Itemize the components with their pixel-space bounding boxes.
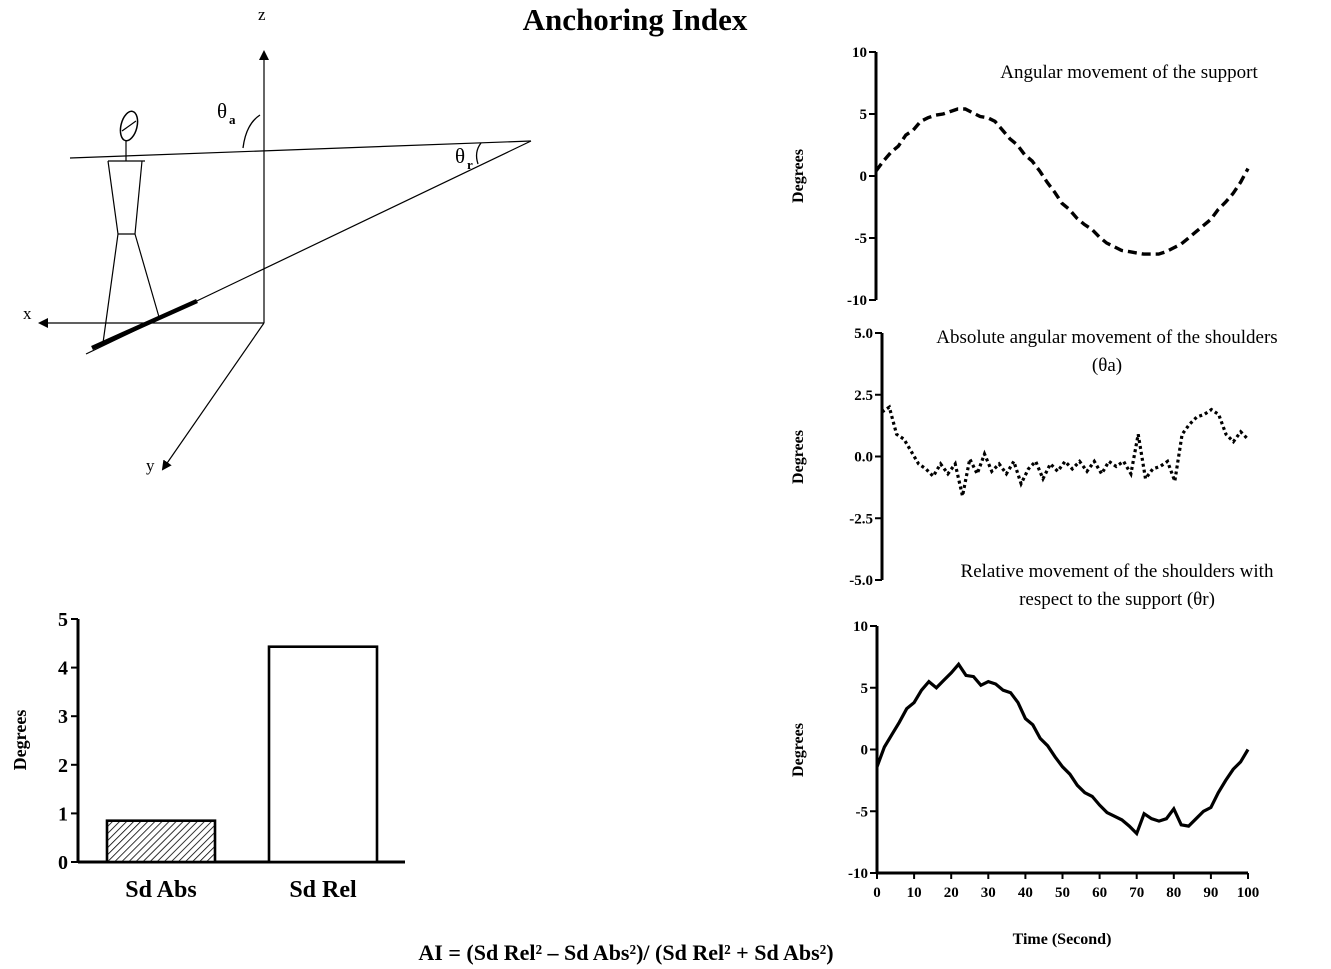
relative-series-line: [875, 661, 1250, 837]
theta-r-subscript: r: [467, 157, 473, 172]
support-chart-ylabel: Degrees: [790, 149, 807, 203]
z-axis-label: z: [258, 5, 266, 24]
theta-a-arc: [242, 114, 261, 149]
relative-chart-ylabel: Degrees: [790, 723, 807, 777]
relative-xtick-label: 70: [1129, 885, 1144, 901]
support-chart: Angular movement of the support 10 5 0 -5 -1…: [790, 45, 1258, 309]
bar-ytick-label: 5: [58, 609, 68, 631]
bar-ytick-label: 3: [58, 706, 68, 728]
bar-sd-rel: [267, 645, 379, 864]
support-ytick-label: 0: [860, 169, 868, 185]
relative-ytick-label: -10: [848, 866, 868, 882]
figure-title: Anchoring Index: [522, 2, 748, 37]
support-chart-yaxis: 10 5 0 -5 -10: [847, 45, 878, 309]
absolute-ytick-label: -2.5: [849, 511, 873, 527]
support-plate: [91, 298, 198, 351]
bar-ytick-label: 0: [58, 852, 68, 874]
relative-xtick-label: 10: [907, 885, 922, 901]
absolute-chart-title: Absolute angular movement of the shoulde…: [936, 327, 1277, 348]
absolute-chart-yaxis: 5.0 2.5 0.0 -2.5 -5.0: [849, 326, 884, 589]
absolute-series-line: [881, 404, 1250, 497]
bar-ytick-label: 4: [58, 658, 68, 680]
absolute-chart-ylabel: Degrees: [790, 430, 807, 484]
figure-torso: [102, 160, 119, 344]
relative-xtick-label: 30: [981, 885, 996, 901]
relative-xtick-label: 90: [1203, 885, 1218, 901]
relative-chart-xlabel: Time (Second): [1013, 931, 1112, 948]
relative-ytick-label: -5: [856, 804, 869, 820]
support-ytick-label: -5: [855, 231, 868, 247]
relative-xtick-label: 20: [944, 885, 959, 901]
y-axis-label: y: [146, 456, 155, 475]
bar-category-label: Sd Rel: [289, 877, 357, 903]
relative-xtick-label: 50: [1055, 885, 1070, 901]
support-chart-title: Angular movement of the support: [1000, 62, 1258, 83]
relative-xtick-label: 60: [1092, 885, 1107, 901]
relative-xtick-label: 40: [1018, 885, 1033, 901]
support-series-line: [874, 107, 1250, 256]
support-ytick-label: 10: [852, 45, 867, 61]
theta-a-subscript: a: [229, 112, 236, 127]
absolute-ytick-label: 5.0: [854, 326, 873, 342]
support-ytick-label: -10: [847, 293, 867, 309]
absolute-ytick-label: -5.0: [849, 573, 873, 589]
relative-xtick-label: 100: [1237, 885, 1260, 901]
absolute-chart: Absolute angular movement of the shoulde…: [790, 326, 1278, 589]
y-axis: [161, 322, 265, 471]
relative-xtick-label: 0: [873, 885, 881, 901]
bar-chart-ylabel: Degrees: [10, 710, 30, 771]
relative-ytick-label: 10: [853, 619, 868, 635]
head-mark: [121, 120, 137, 132]
x-axis-label: x: [23, 304, 32, 323]
relative-chart-title: Relative movement of the shoulders with: [961, 561, 1274, 582]
relative-xtick-label: 80: [1166, 885, 1181, 901]
relative-ytick-label: 5: [861, 681, 869, 697]
sd-bar-chart: 0 1 2 3 4 5 Sd Abs Sd Rel Degrees: [10, 609, 405, 903]
support-ytick-label: 5: [860, 107, 868, 123]
anchoring-index-formula: AI = (Sd Rel² – Sd Abs²)/ (Sd Rel² + Sd …: [418, 940, 834, 965]
relative-chart-subtitle: respect to the support (θr): [1019, 589, 1215, 610]
relative-chart: Relative movement of the shoulders with …: [790, 561, 1274, 948]
theta-r-arc: [475, 142, 482, 165]
theta-r-symbol: θ: [455, 144, 465, 168]
bar-category-label: Sd Abs: [125, 877, 196, 903]
absolute-ytick-label: 0.0: [854, 450, 873, 466]
figure-torso-right: [134, 160, 160, 318]
bar-ytick-label: 1: [58, 803, 68, 825]
relative-chart-xaxis: 0 10 20 30 40 50 60 70 80 90 100: [873, 871, 1260, 901]
absolute-chart-subtitle: (θa): [1092, 355, 1122, 376]
shoulder-line: [69, 140, 532, 159]
relative-chart-yaxis: 10 5 0 -5 -10: [848, 619, 879, 882]
bar-ytick-label: 2: [58, 755, 68, 777]
theta-a-symbol: θ: [217, 99, 227, 123]
bar-chart-bars: Sd Abs Sd Rel: [105, 645, 379, 903]
posture-diagram: z x y θ a θ r: [23, 5, 532, 475]
bar-sd-abs: [105, 819, 217, 864]
relative-ytick-label: 0: [861, 743, 869, 759]
absolute-ytick-label: 2.5: [854, 388, 873, 404]
